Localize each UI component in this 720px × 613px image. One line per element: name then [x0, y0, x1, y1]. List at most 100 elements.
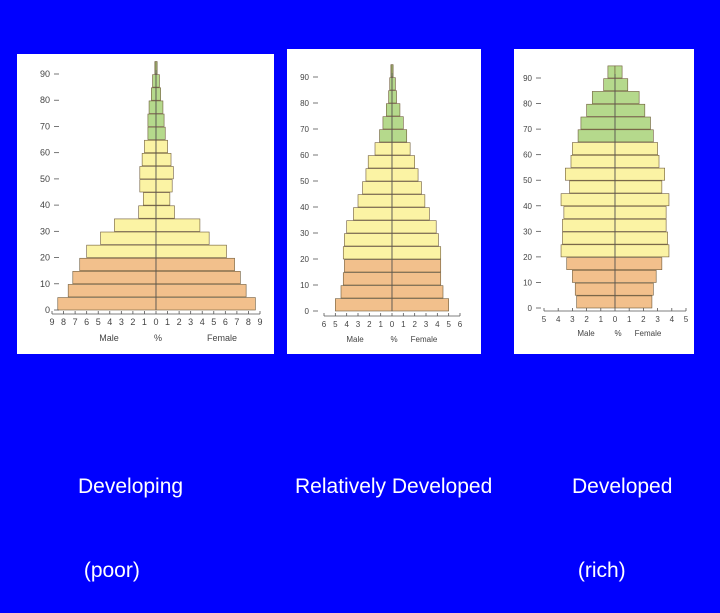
y-tick-label: 60	[523, 151, 532, 160]
age-band	[566, 257, 663, 270]
bar-female	[614, 167, 666, 181]
bar-female	[155, 166, 174, 180]
age-band	[86, 244, 227, 258]
age-band	[340, 285, 444, 299]
age-band	[344, 233, 439, 247]
bar-male	[114, 218, 157, 232]
age-band	[379, 129, 408, 143]
y-tick-label: 30	[40, 226, 50, 236]
x-tick-label: 3	[188, 317, 193, 327]
bar-male	[603, 78, 616, 92]
x-tick-label: 0	[390, 320, 395, 329]
bar-female	[614, 244, 670, 258]
bar-female	[391, 103, 401, 117]
y-tick-label: 60	[300, 151, 309, 160]
bar-male	[67, 284, 157, 298]
bar-male	[139, 166, 157, 180]
age-band	[607, 65, 623, 79]
x-tick-label: 5	[211, 317, 216, 327]
bar-female	[391, 181, 422, 195]
age-band	[560, 193, 670, 207]
y-tick-label: 60	[40, 148, 50, 158]
bar-female	[614, 193, 670, 207]
x-tick-label: 4	[435, 320, 440, 329]
bar-female	[614, 282, 654, 296]
age-band	[586, 103, 646, 117]
x-tick-label: 3	[570, 315, 575, 324]
age-band	[139, 179, 173, 193]
bar-male	[148, 100, 157, 114]
y-tick-label: 0	[45, 305, 50, 315]
x-tick-label: 9	[49, 317, 54, 327]
bar-male	[151, 87, 157, 101]
x-tick-label: 7	[73, 317, 78, 327]
age-band	[344, 259, 442, 273]
y-tick-label: 10	[40, 279, 50, 289]
y-tick-label: 20	[523, 253, 532, 262]
age-band	[591, 91, 640, 104]
bar-female	[155, 74, 160, 88]
bar-female	[614, 257, 663, 270]
bar-male	[386, 103, 393, 117]
x-axis-label-percent: %	[154, 333, 162, 343]
bar-male	[353, 207, 393, 221]
bar-male	[566, 257, 616, 270]
bar-female	[155, 87, 161, 101]
y-tick-label: 70	[300, 125, 309, 134]
age-band	[154, 61, 158, 75]
y-tick-label: 20	[40, 253, 50, 263]
age-band	[580, 116, 651, 130]
caption-developed-line1: Developed	[572, 475, 673, 498]
caption-relatively-developed-line1: Relatively Developed	[295, 475, 493, 498]
bar-female	[614, 116, 651, 130]
bar-male	[572, 270, 616, 283]
y-tick-label: 40	[523, 202, 532, 211]
bar-male	[562, 231, 616, 245]
bar-female	[155, 244, 227, 258]
y-tick-label: 0	[528, 304, 533, 313]
bar-female	[391, 155, 415, 169]
bar-male	[572, 142, 616, 155]
age-band	[603, 78, 629, 92]
bar-male	[365, 168, 393, 182]
bar-female	[614, 155, 660, 168]
bar-female	[391, 129, 408, 143]
age-band	[141, 153, 172, 167]
bar-female	[614, 270, 657, 283]
bar-male	[362, 181, 393, 195]
bar-female	[391, 285, 444, 299]
caption-relatively-developed: Relatively Developed	[295, 417, 492, 529]
bar-female	[614, 295, 653, 309]
x-tick-label: 6	[458, 320, 463, 329]
age-band	[577, 129, 654, 143]
age-band	[576, 295, 653, 309]
x-tick-label: 1	[378, 320, 383, 329]
age-band	[67, 284, 247, 298]
bar-male	[147, 113, 157, 127]
bar-male	[142, 192, 157, 206]
x-tick-label: 3	[119, 317, 124, 327]
x-tick-label: 4	[344, 320, 349, 329]
bar-male	[367, 155, 393, 169]
bar-female	[391, 259, 442, 273]
bar-female	[391, 194, 426, 208]
age-band	[138, 205, 175, 219]
bar-male	[357, 194, 393, 208]
bar-female	[391, 207, 430, 221]
bar-female	[155, 297, 256, 311]
age-band	[572, 142, 658, 155]
age-band	[562, 218, 667, 232]
bar-male	[144, 139, 157, 153]
caption-developed-line2: (rich)	[572, 559, 626, 582]
y-tick-label: 40	[40, 200, 50, 210]
x-tick-label: 3	[655, 315, 660, 324]
x-tick-label: 6	[322, 320, 327, 329]
bar-female	[391, 77, 396, 91]
bar-female	[614, 103, 646, 117]
x-tick-label: 9	[257, 317, 262, 327]
bar-male	[57, 297, 157, 311]
bar-male	[139, 179, 157, 193]
bar-female	[155, 231, 210, 245]
